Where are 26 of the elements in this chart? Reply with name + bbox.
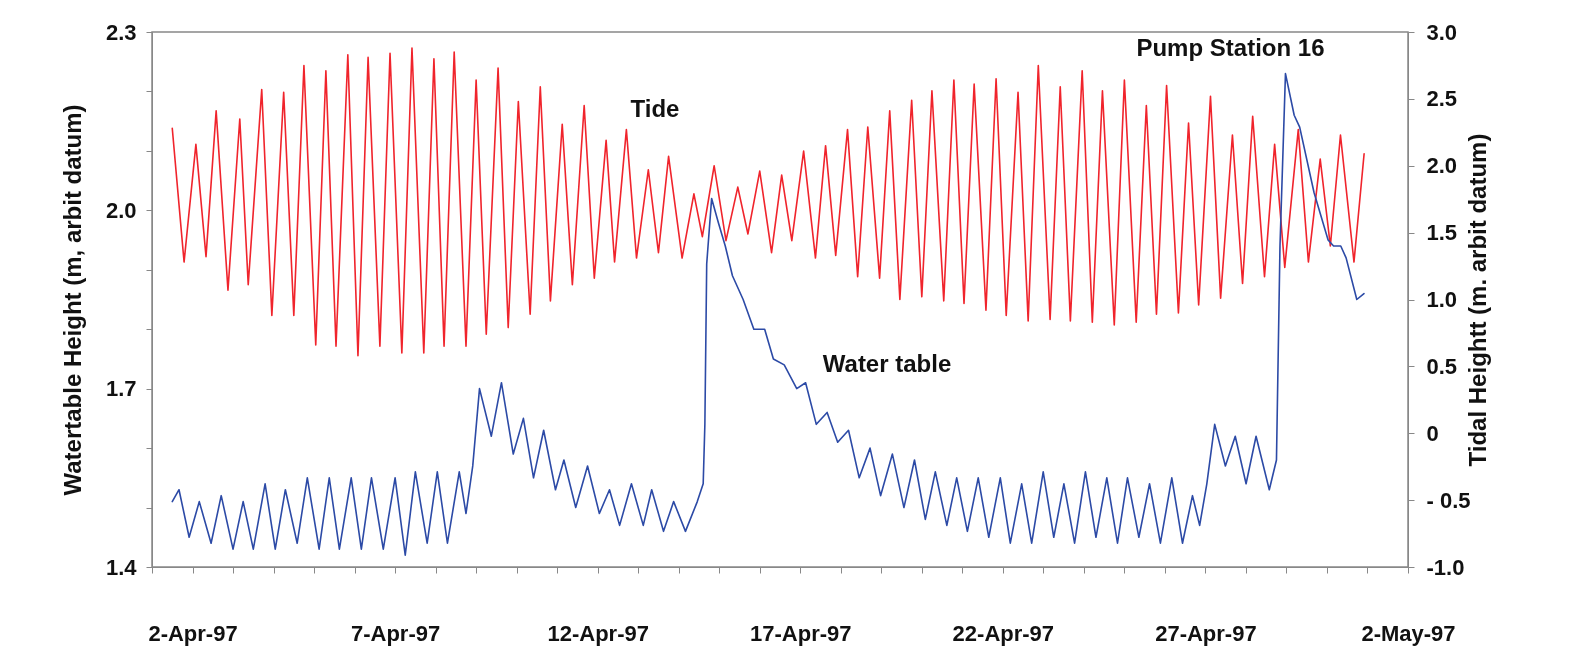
y2-tick-label: 0 bbox=[1426, 420, 1439, 446]
series-label: Water table bbox=[822, 350, 952, 377]
y2-tick-label: 0.5 bbox=[1426, 353, 1458, 379]
line-series bbox=[171, 72, 1365, 556]
y-tick-label: 2.3 bbox=[105, 19, 137, 45]
y-tick-label: 2.0 bbox=[105, 197, 137, 223]
y2-tick-label: 3.0 bbox=[1426, 19, 1458, 45]
annotation: Pump Station 16 bbox=[1136, 33, 1325, 61]
x-tick-label: 2-May-97 bbox=[1361, 620, 1456, 646]
y2-tick-label: 1.5 bbox=[1426, 220, 1458, 246]
y-axis-title: Watertable Height (m, arbit datum) bbox=[58, 104, 86, 496]
x-tick-label: 12-Apr-97 bbox=[547, 620, 649, 646]
y2-axis-title: Tidal Heightt (m. arbit datum) bbox=[1463, 133, 1491, 467]
x-tick-label: 17-Apr-97 bbox=[750, 620, 852, 646]
series-label: Tide bbox=[630, 95, 680, 122]
y2-tick-label: 1.0 bbox=[1426, 287, 1458, 312]
x-tick-label: 22-Apr-97 bbox=[952, 620, 1055, 646]
y2-tick-label: - 0.5 bbox=[1426, 487, 1471, 513]
y2-tick-label: 2.0 bbox=[1426, 153, 1458, 179]
y2-tick-label: -1.0 bbox=[1426, 554, 1465, 580]
x-tick-label: 2-Apr-97 bbox=[148, 620, 238, 646]
x-tick-label: 7-Apr-97 bbox=[350, 620, 441, 646]
x-tick-label: 27-Apr-97 bbox=[1155, 620, 1257, 646]
y-tick-label: 1.4 bbox=[105, 554, 138, 580]
y-tick-label: 1.7 bbox=[105, 376, 137, 402]
y2-tick-label: 2.5 bbox=[1426, 86, 1458, 112]
